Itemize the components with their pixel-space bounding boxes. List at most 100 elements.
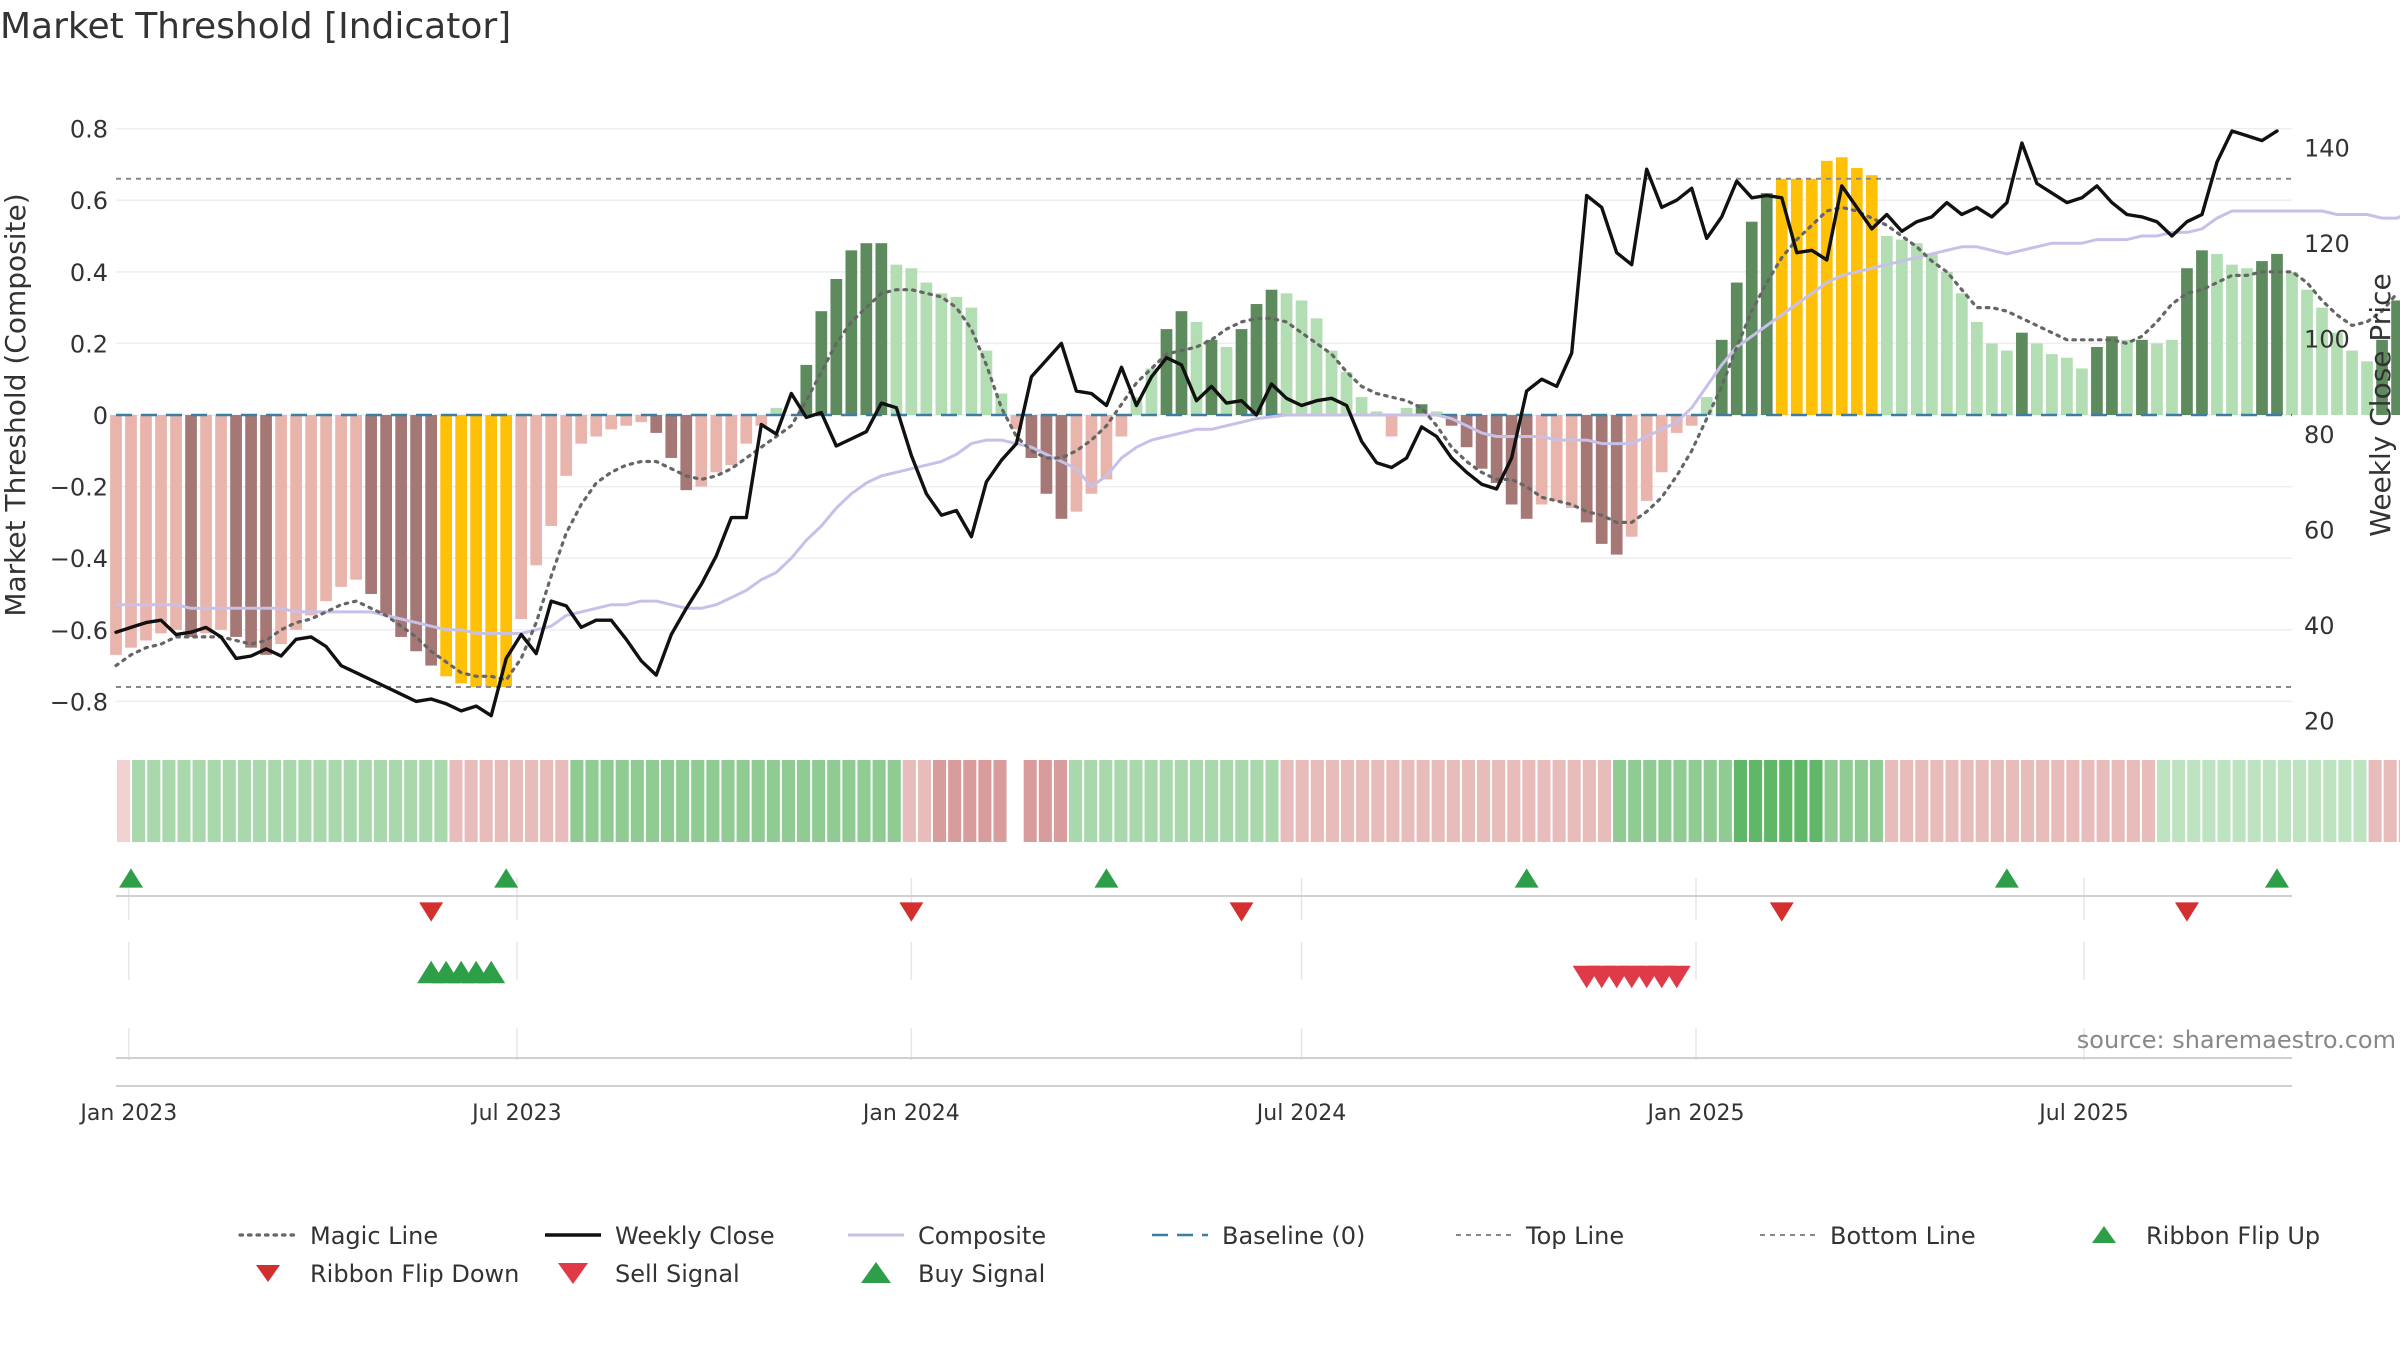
ribbon-cell: [1371, 760, 1385, 842]
ribbon-cell: [1492, 760, 1506, 842]
ribbon-cell: [1341, 760, 1355, 842]
ribbon-layer: [117, 760, 2400, 842]
composite-bar: [1280, 293, 1293, 415]
composite-bar: [1670, 415, 1683, 433]
ribbon-cell: [1779, 760, 1793, 842]
composite-bar: [590, 415, 603, 437]
legend-item: Top Line: [1456, 1222, 1624, 1250]
ribbon-cell: [2277, 760, 2291, 842]
composite-bar: [1955, 293, 1968, 415]
ribbon-flip-down-marker: [419, 902, 444, 922]
composite-bar: [575, 415, 588, 444]
legend-label: Baseline (0): [1222, 1222, 1365, 1250]
ribbon-cell: [600, 760, 614, 842]
buy-signal-marker: [477, 960, 506, 984]
composite-bar: [1700, 397, 1713, 415]
composite-bar: [560, 415, 573, 476]
ribbon-cell: [2111, 760, 2125, 842]
composite-bar: [1085, 415, 1098, 494]
composite-bar: [515, 415, 528, 620]
legend-item: Bottom Line: [1760, 1222, 1976, 1250]
composite-bar: [2361, 361, 2373, 415]
y-tick-right-label: 80: [2304, 421, 2335, 449]
composite-bar: [755, 415, 768, 426]
legend-swatch-flip-up: [2092, 1226, 2116, 1243]
ribbon-cell: [585, 760, 599, 842]
y-axis-left-label: Market Threshold (Composite): [0, 193, 32, 616]
legend-item: Buy Signal: [861, 1260, 1045, 1288]
ribbon-cell: [2247, 760, 2261, 842]
composite-bar: [470, 415, 483, 688]
composite-bar: [2121, 339, 2133, 415]
ribbon-cell: [1023, 760, 1037, 842]
ribbon-cell: [1189, 760, 1203, 842]
source-text: source: sharemaestro.com: [2077, 1026, 2396, 1054]
ribbon-cell: [751, 760, 765, 842]
y-tick-right-label: 120: [2304, 230, 2350, 258]
ribbon-cell: [1325, 760, 1339, 842]
chart-title: Market Threshold [Indicator]: [0, 6, 511, 47]
ribbon-cell: [237, 760, 251, 842]
x-tick-label: Jul 2023: [470, 1101, 562, 1126]
composite-bar: [1145, 368, 1158, 415]
composite-bar: [1115, 415, 1128, 437]
composite-bar: [980, 350, 993, 415]
legend-label: Composite: [918, 1222, 1046, 1250]
ribbon-cell: [661, 760, 675, 842]
composite-bar: [320, 415, 332, 602]
composite-bar: [1715, 339, 1728, 415]
ribbon-cell: [449, 760, 463, 842]
ribbon-cell: [1613, 760, 1627, 842]
ribbon-cell: [283, 760, 297, 842]
ribbon-cell: [313, 760, 327, 842]
composite-bar: [1490, 415, 1503, 484]
ribbon-cell: [132, 760, 146, 842]
ribbon-cell: [917, 760, 931, 842]
ribbon-cell: [253, 760, 267, 842]
composite-bar: [725, 415, 738, 466]
ribbon-cell: [1688, 760, 1702, 842]
legend-item: Magic Line: [238, 1222, 438, 1250]
ribbon-flip-down-marker: [1769, 902, 1794, 922]
ribbon-cell: [2262, 760, 2276, 842]
composite-bar: [830, 278, 843, 415]
composite-bar: [1880, 236, 1893, 415]
signals-layer: [119, 868, 2289, 989]
composite-bar: [935, 293, 948, 415]
composite-bar: [1580, 415, 1593, 523]
ribbon-cell: [177, 760, 191, 842]
ribbon-flip-up-marker: [1094, 868, 1119, 888]
composite-bar: [1775, 178, 1788, 415]
ribbon-cell: [2293, 760, 2307, 842]
composite-bar: [1190, 321, 1203, 415]
ribbon-flip-down-marker: [899, 902, 924, 922]
composite-bar: [905, 268, 918, 415]
composite-bar: [1055, 415, 1068, 519]
ribbon-cell: [1960, 760, 1974, 842]
y-tick-left-label: 0.2: [70, 330, 108, 358]
ribbon-cell: [1794, 760, 1808, 842]
composite-bar: [455, 415, 468, 684]
ribbon-cell: [1099, 760, 1113, 842]
composite-bar: [500, 415, 513, 688]
x-tick-label: Jan 2024: [861, 1101, 960, 1126]
y-tick-right-label: 100: [2304, 326, 2350, 354]
composite-bar: [440, 415, 453, 677]
ribbon-cell: [570, 760, 584, 842]
ribbon-cell: [1461, 760, 1475, 842]
legend-label: Ribbon Flip Up: [2146, 1222, 2320, 1250]
composite-bar: [2136, 339, 2148, 415]
ribbon-cell: [797, 760, 811, 842]
ribbon-cell: [1265, 760, 1279, 842]
ribbon-cell: [1431, 760, 1445, 842]
ribbon-cell: [404, 760, 418, 842]
composite-bar: [2271, 253, 2283, 415]
ribbon-cell: [1975, 760, 1989, 842]
ribbon-flip-up-marker: [2264, 868, 2289, 888]
ribbon-cell: [1174, 760, 1188, 842]
ribbon-cell: [2036, 760, 2050, 842]
composite-bar: [2091, 346, 2103, 415]
composite-bar: [2106, 336, 2118, 415]
ribbon-cell: [1990, 760, 2004, 842]
ribbon-cell: [1235, 760, 1249, 842]
